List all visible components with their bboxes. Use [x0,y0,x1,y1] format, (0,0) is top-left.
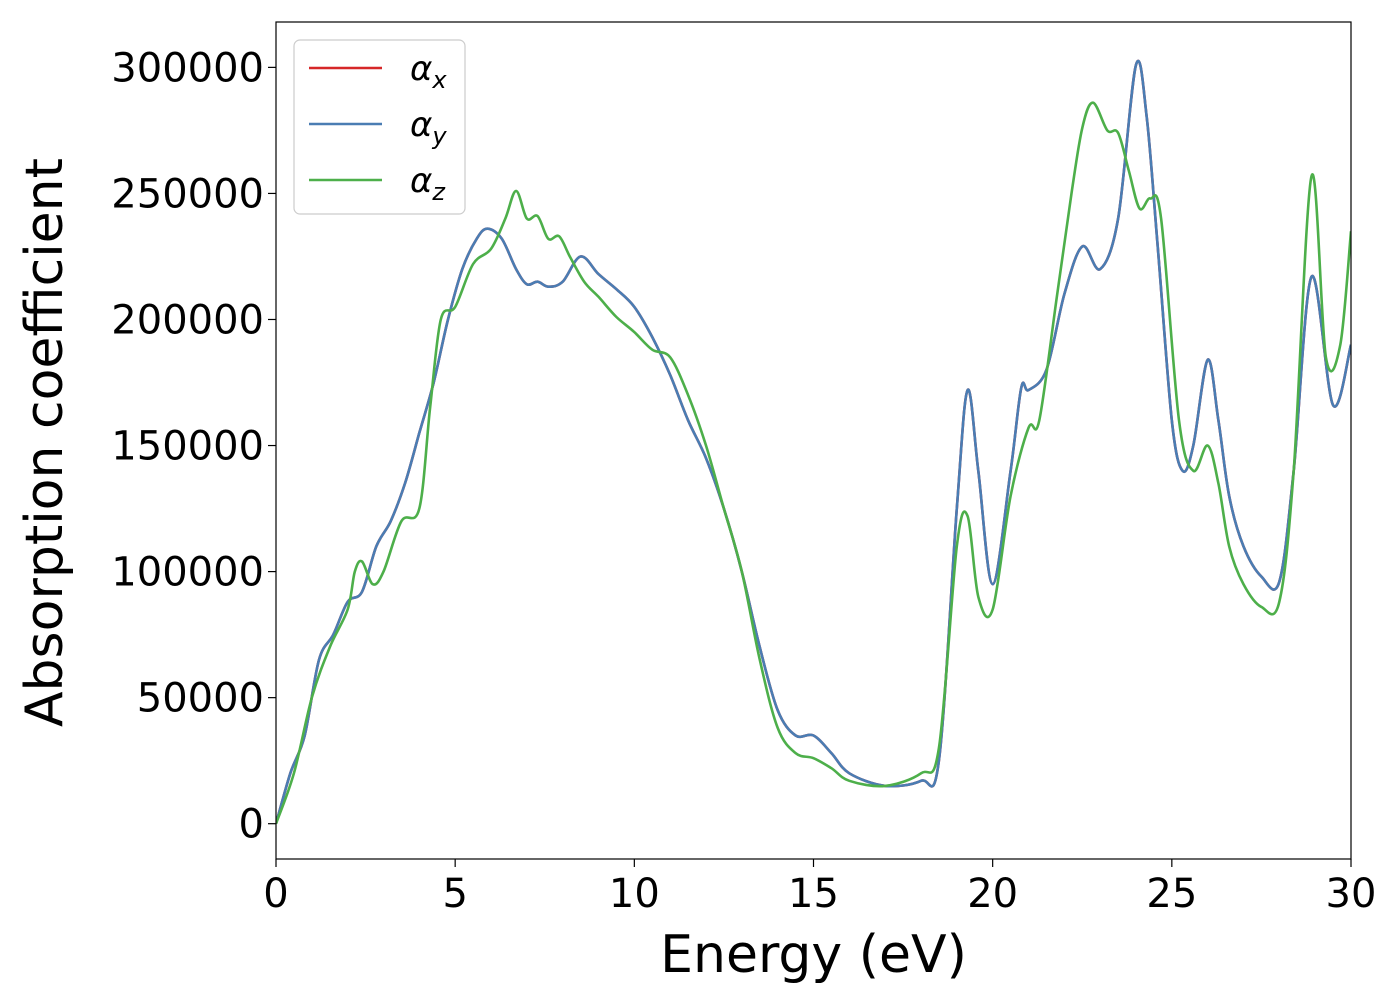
legend-entry-alpha-x: αx [410,49,447,94]
series-line-alpha-z [276,101,1351,825]
y-axis: 0 50000 100000 150000 200000 250000 300000 [111,45,276,848]
legend-entry-alpha-y: αy [410,105,447,150]
x-tick-label: 5 [442,871,467,917]
x-axis-label: Energy (eV) [660,925,967,985]
y-tick-label: 200000 [111,297,264,343]
y-tick-label: 0 [239,802,264,848]
legend-entry-alpha-z: αz [410,161,446,206]
y-tick-label: 50000 [137,676,264,722]
x-tick-label: 25 [1146,871,1197,917]
y-tick-label: 150000 [111,424,264,470]
legend: αx αy αz [293,39,466,215]
x-tick-label: 10 [609,871,660,917]
series-layer [276,59,1351,825]
y-tick-label: 250000 [111,171,264,217]
x-tick-label: 30 [1326,871,1377,917]
x-tick-label: 20 [967,871,1018,917]
x-axis: 0 5 10 15 20 25 30 [263,859,1376,917]
x-tick-label: 0 [263,871,288,917]
y-tick-label: 300000 [111,45,264,91]
y-axis-label: Absorption coefficient [15,158,75,727]
series-line-alpha-y [276,59,1351,825]
legend-box [293,39,466,215]
y-tick-label: 100000 [111,550,264,596]
x-tick-label: 15 [788,871,839,917]
